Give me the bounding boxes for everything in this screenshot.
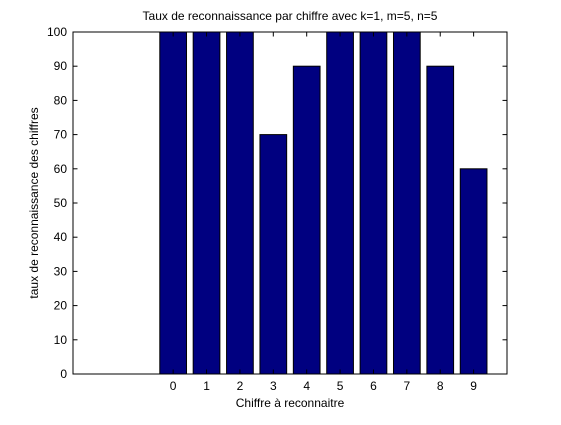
y-tick-label-10: 10 bbox=[54, 333, 68, 347]
y-tick-label-60: 60 bbox=[54, 162, 68, 176]
x-tick-label-7: 7 bbox=[404, 379, 411, 393]
y-tick-label-100: 100 bbox=[47, 25, 67, 39]
y-tick-label-50: 50 bbox=[54, 196, 68, 210]
x-tick-label-0: 0 bbox=[170, 379, 177, 393]
bar-8 bbox=[426, 65, 455, 375]
bar-3 bbox=[259, 134, 288, 375]
bar-5 bbox=[326, 31, 354, 375]
x-tick-label-4: 4 bbox=[303, 379, 310, 393]
y-tick-label-80: 80 bbox=[54, 93, 68, 107]
bar-9 bbox=[459, 168, 488, 375]
y-tick-label-40: 40 bbox=[54, 230, 68, 244]
y-tick-label-0: 0 bbox=[60, 367, 67, 381]
y-tick-label-20: 20 bbox=[54, 299, 68, 313]
y-tick-label-70: 70 bbox=[54, 128, 68, 142]
bars-group bbox=[159, 31, 488, 375]
bar-4 bbox=[292, 65, 321, 375]
bar-7 bbox=[392, 31, 421, 375]
y-axis-title: taux de reconnaissance des chiffres bbox=[27, 107, 41, 298]
x-axis-title: Chiffre à reconnaitre bbox=[236, 396, 345, 410]
x-tick-label-2: 2 bbox=[237, 379, 244, 393]
y-tick-label-30: 30 bbox=[54, 264, 68, 278]
x-tick-label-3: 3 bbox=[270, 379, 277, 393]
chart-title: Taux de reconnaissance par chiffre avec … bbox=[143, 9, 438, 23]
x-tick-label-5: 5 bbox=[337, 379, 344, 393]
bar-1 bbox=[192, 31, 221, 375]
bar-6 bbox=[359, 31, 388, 375]
x-tick-label-8: 8 bbox=[437, 379, 444, 393]
x-tick-label-1: 1 bbox=[203, 379, 210, 393]
x-tick-label-6: 6 bbox=[370, 379, 377, 393]
bar-0 bbox=[159, 31, 188, 375]
y-tick-label-90: 90 bbox=[54, 59, 68, 73]
x-tick-label-9: 9 bbox=[470, 379, 477, 393]
bar-2 bbox=[226, 31, 254, 375]
